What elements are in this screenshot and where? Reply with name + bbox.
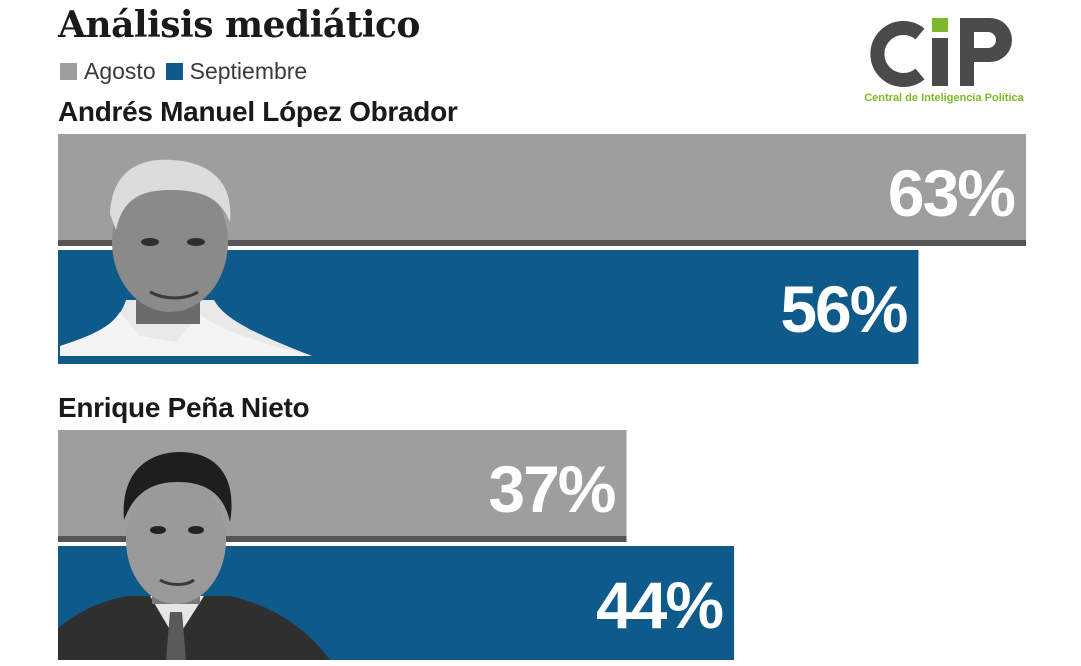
value-label-septiembre-0: 56%	[780, 272, 906, 346]
chart-title: Análisis mediático	[58, 4, 420, 46]
value-label-septiembre-1: 44%	[596, 568, 722, 642]
legend-swatch-agosto	[60, 63, 77, 80]
legend-label-agosto: Agosto	[84, 58, 156, 84]
cip-logo: Central de Inteligencia Política	[862, 12, 1026, 112]
legend-item-agosto: Agosto	[60, 58, 156, 85]
cip-logo-mark	[870, 18, 1012, 87]
bar-shadow-agosto-1	[58, 536, 627, 542]
cip-logo-subtitle: Central de Inteligencia Política	[864, 92, 1024, 104]
bar-shadow-agosto-0	[58, 240, 1026, 246]
portrait-epn	[58, 452, 330, 660]
legend: Agosto Septiembre	[60, 58, 307, 85]
legend-item-septiembre: Septiembre	[165, 58, 308, 85]
value-label-agosto-0: 63%	[888, 156, 1014, 230]
value-label-agosto-1: 37%	[488, 452, 614, 526]
portrait-amlo	[60, 159, 312, 356]
category-label-amlo: Andrés Manuel López Obrador	[58, 96, 458, 127]
legend-swatch-septiembre	[165, 63, 183, 80]
legend-label-septiembre: Septiembre	[189, 58, 308, 84]
category-label-epn: Enrique Peña Nieto	[58, 392, 310, 423]
